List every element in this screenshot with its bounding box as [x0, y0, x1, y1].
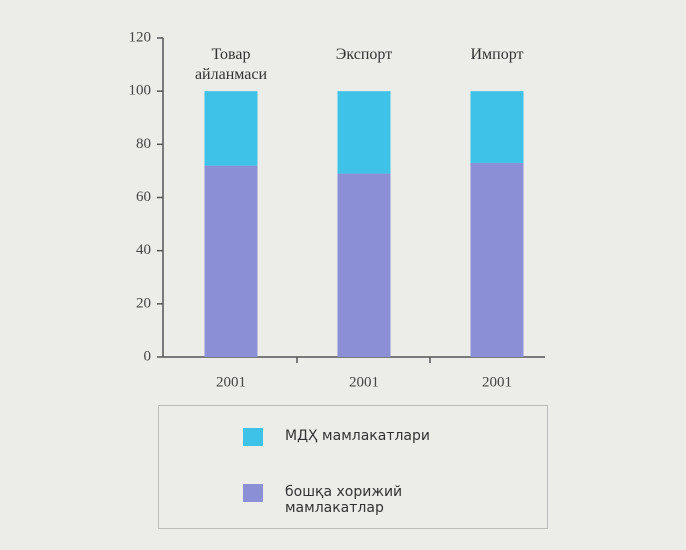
bar-segment	[337, 173, 391, 357]
chart: 0 20 40 60 80 100 120 2001 2001 2001	[129, 29, 545, 390]
bar-segment	[204, 91, 258, 166]
bar-segment	[337, 91, 391, 174]
bar-segment	[470, 162, 524, 357]
group-label: Товар айланмаси	[194, 46, 268, 83]
bar-segment	[204, 165, 258, 357]
x-tick-label: 2001	[349, 374, 379, 390]
legend-item: МДҲ мамлакатлари	[243, 428, 455, 446]
legend-item: бошқа хорижий мамлакатлар	[243, 484, 455, 516]
legend-swatch	[243, 428, 263, 446]
y-tick-label: 0	[144, 348, 152, 364]
y-tick-label: 40	[136, 242, 151, 258]
y-tick-label: 80	[136, 136, 151, 152]
legend-label: бошқа хорижий мамлакатлар	[285, 484, 403, 516]
legend: МДҲ мамлакатлари бошқа хорижий мамлакатла…	[158, 405, 548, 529]
legend-swatch	[243, 484, 263, 502]
y-tick-label: 20	[136, 295, 151, 311]
bar-segment	[470, 91, 524, 163]
group-label: Импорт	[470, 46, 524, 63]
legend-label: МДҲ мамлакатлари	[285, 428, 430, 444]
x-tick-label: 2001	[216, 374, 246, 390]
y-tick-label: 120	[129, 29, 152, 45]
x-tick-label: 2001	[482, 374, 512, 390]
y-tick-label: 60	[136, 189, 151, 205]
group-label: Экспорт	[335, 46, 393, 63]
y-tick-label: 100	[129, 83, 152, 99]
